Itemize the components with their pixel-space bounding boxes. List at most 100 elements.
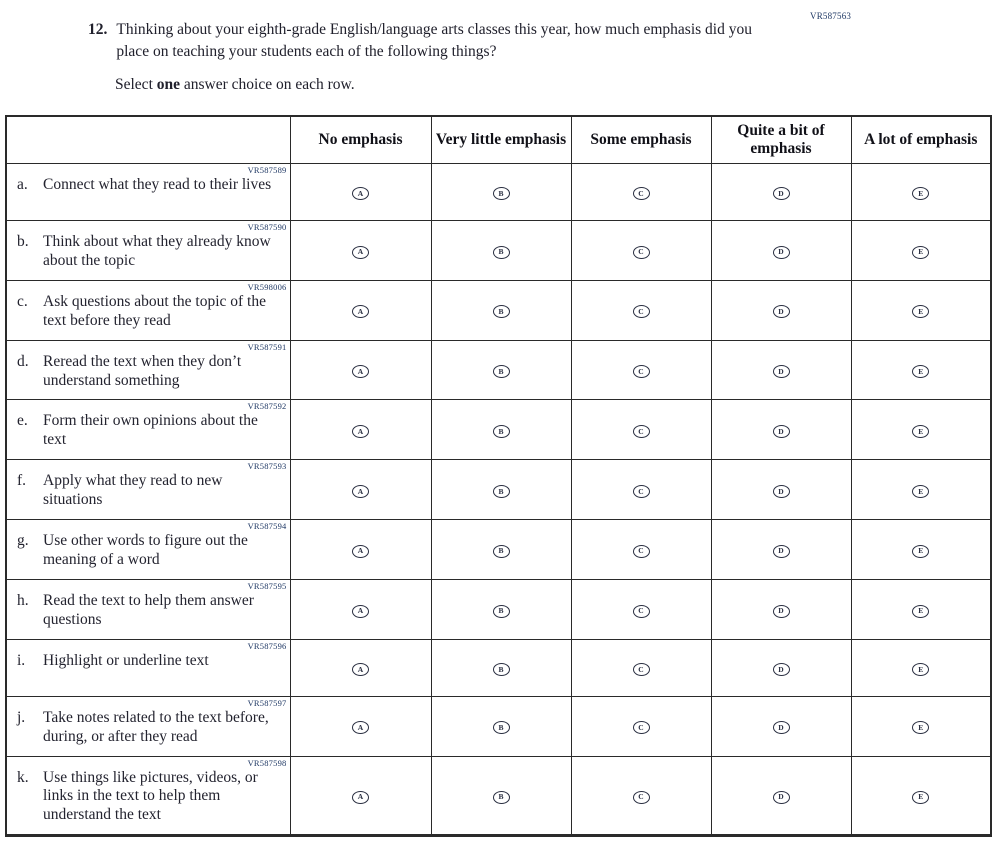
option-cell: E	[850, 755, 992, 837]
row-code: VR598006	[247, 281, 287, 292]
answer-bubble[interactable]: E	[912, 245, 930, 259]
option-cell: B	[430, 339, 572, 401]
answer-bubble[interactable]: C	[632, 365, 650, 379]
answer-bubble[interactable]: E	[912, 425, 930, 439]
row-code: VR587596	[247, 640, 287, 651]
option-cell: E	[850, 519, 992, 580]
row-code: VR587595	[247, 580, 287, 591]
answer-bubble[interactable]: D	[772, 365, 790, 379]
answer-bubble[interactable]: D	[772, 425, 790, 439]
row-label: Ask questions about the topic of the tex…	[43, 292, 266, 329]
answer-bubble[interactable]: C	[632, 721, 650, 735]
row-label-cell: VR598006 c. Ask questions about the topi…	[5, 279, 291, 341]
row-label-cell: VR587596 i. Highlight or underline text	[5, 638, 291, 697]
option-cell: B	[430, 459, 572, 521]
answer-bubble[interactable]: B	[492, 790, 510, 804]
answer-bubble[interactable]: E	[912, 604, 930, 618]
table-row: VR587590 b. Think about what they alread…	[5, 220, 992, 281]
row-label-cell: VR587590 b. Think about what they alread…	[5, 220, 291, 281]
answer-bubble[interactable]: B	[492, 662, 510, 676]
answer-bubble[interactable]: A	[352, 662, 369, 676]
table-row: VR587595 h. Read the text to help them a…	[5, 578, 992, 640]
answer-bubble[interactable]: B	[492, 721, 510, 735]
answer-bubble[interactable]: D	[772, 305, 790, 319]
row-label-wrap: g. Use other words to figure out the mea…	[17, 532, 287, 570]
answer-bubble[interactable]: A	[352, 245, 369, 259]
answer-bubble[interactable]: E	[912, 484, 930, 498]
answer-bubble[interactable]: C	[632, 305, 650, 319]
row-label-wrap: i. Highlight or underline text	[17, 652, 287, 671]
row-letter: b.	[17, 233, 29, 250]
option-cell: A	[289, 459, 432, 521]
column-header-some-emphasis: Some emphasis	[570, 115, 712, 164]
option-cell: C	[570, 695, 712, 757]
answer-bubble[interactable]: C	[632, 662, 650, 676]
table-row: VR587589 a. Connect what they read to th…	[5, 163, 992, 221]
answer-bubble[interactable]: C	[632, 187, 650, 201]
row-label-wrap: a. Connect what they read to their lives	[17, 176, 287, 195]
option-cell: C	[570, 638, 712, 697]
answer-bubble[interactable]: D	[772, 484, 790, 498]
answer-bubble[interactable]: B	[492, 604, 510, 618]
answer-bubble[interactable]: C	[632, 604, 650, 618]
column-header-quite-a-bit-of-emphasis: Quite a bit of emphasis	[710, 115, 852, 164]
row-label-wrap: c. Ask questions about the topic of the …	[17, 293, 287, 331]
answer-bubble[interactable]: E	[912, 365, 930, 379]
answer-bubble[interactable]: E	[912, 187, 930, 201]
answer-bubble[interactable]: D	[772, 662, 790, 676]
answer-bubble[interactable]: D	[772, 544, 790, 558]
answer-bubble[interactable]: D	[772, 790, 790, 804]
row-label-wrap: e. Form their own opinions about the tex…	[17, 412, 287, 450]
answer-bubble[interactable]: A	[352, 544, 369, 558]
answer-bubble[interactable]: C	[632, 425, 650, 439]
row-code: VR587590	[247, 222, 287, 232]
answer-bubble[interactable]: A	[352, 790, 369, 804]
answer-bubble[interactable]: A	[352, 425, 369, 439]
answer-bubble[interactable]: B	[492, 365, 510, 379]
answer-bubble[interactable]: E	[912, 544, 930, 558]
answer-bubble[interactable]: A	[352, 305, 369, 319]
option-cell: C	[570, 339, 712, 401]
row-label-wrap: h. Read the text to help them answer que…	[17, 592, 287, 630]
option-cell: C	[570, 578, 712, 640]
row-label: Take notes related to the text before, d…	[43, 708, 269, 745]
answer-bubble[interactable]: C	[632, 544, 650, 558]
answer-bubble[interactable]: C	[632, 790, 650, 804]
answer-bubble[interactable]: A	[352, 484, 369, 498]
option-cell: A	[289, 695, 432, 757]
form-code: VR587563	[810, 11, 852, 21]
answer-bubble[interactable]: B	[492, 484, 510, 498]
answer-bubble[interactable]: D	[772, 721, 790, 735]
table-row: VR587591 d. Reread the text when they do…	[5, 339, 992, 401]
answer-bubble[interactable]: A	[352, 604, 369, 618]
answer-bubble[interactable]: D	[772, 187, 790, 201]
row-letter: d.	[17, 352, 29, 370]
row-label: Use things like pictures, videos, or lin…	[43, 768, 258, 824]
answer-bubble[interactable]: C	[632, 484, 650, 498]
option-cell: A	[289, 339, 432, 401]
answer-bubble[interactable]: B	[492, 425, 510, 439]
option-cell: B	[430, 695, 572, 757]
answer-bubble[interactable]: A	[352, 721, 369, 735]
row-code: VR587589	[247, 165, 287, 175]
option-cell: E	[850, 399, 992, 461]
answer-bubble[interactable]: D	[772, 604, 790, 618]
table-row: VR587596 i. Highlight or underline text …	[5, 638, 992, 697]
answer-bubble[interactable]: B	[492, 187, 510, 201]
answer-bubble[interactable]: C	[632, 245, 650, 259]
answer-bubble[interactable]: D	[772, 245, 790, 259]
answer-bubble[interactable]: B	[492, 245, 510, 259]
row-label-wrap: b. Think about what they already know ab…	[17, 233, 287, 271]
answer-bubble[interactable]: B	[492, 544, 510, 558]
answer-bubble[interactable]: A	[352, 365, 369, 379]
answer-bubble[interactable]: E	[912, 790, 930, 804]
answer-bubble[interactable]: E	[912, 721, 930, 735]
option-cell: D	[710, 578, 852, 640]
option-cell: E	[850, 220, 992, 281]
table-row: VR587597 j. Take notes related to the te…	[5, 695, 992, 757]
answer-bubble[interactable]: E	[912, 305, 930, 319]
answer-bubble[interactable]: E	[912, 662, 930, 676]
answer-bubble[interactable]: A	[352, 187, 369, 201]
answer-bubble[interactable]: B	[492, 305, 510, 319]
